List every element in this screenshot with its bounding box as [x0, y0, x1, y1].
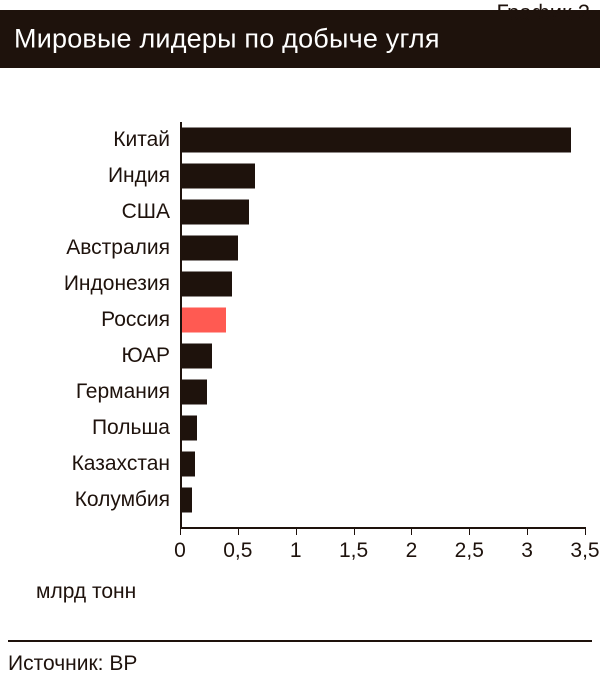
category-label: Россия [101, 308, 170, 332]
bar [180, 308, 226, 333]
bar [180, 488, 192, 513]
bar [180, 380, 207, 405]
x-tick [469, 527, 470, 535]
footer-separator [8, 640, 592, 642]
source-label: Источник: BP [8, 652, 137, 676]
bar [180, 416, 197, 441]
x-axis [180, 527, 585, 529]
page: Мировые лидеры по добыче угля График 2 К… [0, 0, 600, 691]
x-tick-label: 2 [406, 539, 418, 563]
y-axis [180, 122, 182, 527]
x-tick [527, 527, 528, 535]
x-tick-label: 1,5 [339, 539, 368, 563]
bar [180, 200, 249, 225]
category-label: ЮАР [121, 344, 170, 368]
category-label: Индонезия [64, 272, 170, 296]
x-tick-label: 0,5 [223, 539, 252, 563]
bar [180, 272, 232, 297]
category-label: Колумбия [75, 488, 170, 512]
category-label: Австралия [66, 236, 170, 260]
bar [180, 128, 571, 153]
category-label: Германия [76, 380, 170, 404]
category-label: Китай [113, 128, 170, 152]
category-label: Казахстан [72, 452, 170, 476]
category-label: Польша [92, 416, 170, 440]
chart-title: Мировые лидеры по добыче угля [14, 24, 440, 55]
x-tick-label: 1 [290, 539, 302, 563]
x-tick [411, 527, 412, 535]
category-label: США [122, 200, 170, 224]
bar [180, 236, 238, 261]
category-label: Индия [108, 164, 170, 188]
x-tick [180, 527, 181, 535]
x-tick-label: 0 [174, 539, 186, 563]
x-tick [238, 527, 239, 535]
x-tick [296, 527, 297, 535]
x-tick-label: 3 [521, 539, 533, 563]
coal-production-bar-chart: КитайИндияСШААвстралияИндонезияРоссияЮАР… [180, 122, 585, 527]
x-tick [585, 527, 586, 535]
header-bar: Мировые лидеры по добыче угля График 2 [0, 10, 600, 68]
x-axis-units-label: млрд тонн [36, 580, 136, 604]
x-tick-label: 3,5 [570, 539, 599, 563]
bar [180, 344, 212, 369]
bar [180, 164, 255, 189]
chart-number-badge: График 2 [496, 0, 590, 26]
bar [180, 452, 195, 477]
x-tick [354, 527, 355, 535]
x-tick-label: 2,5 [455, 539, 484, 563]
